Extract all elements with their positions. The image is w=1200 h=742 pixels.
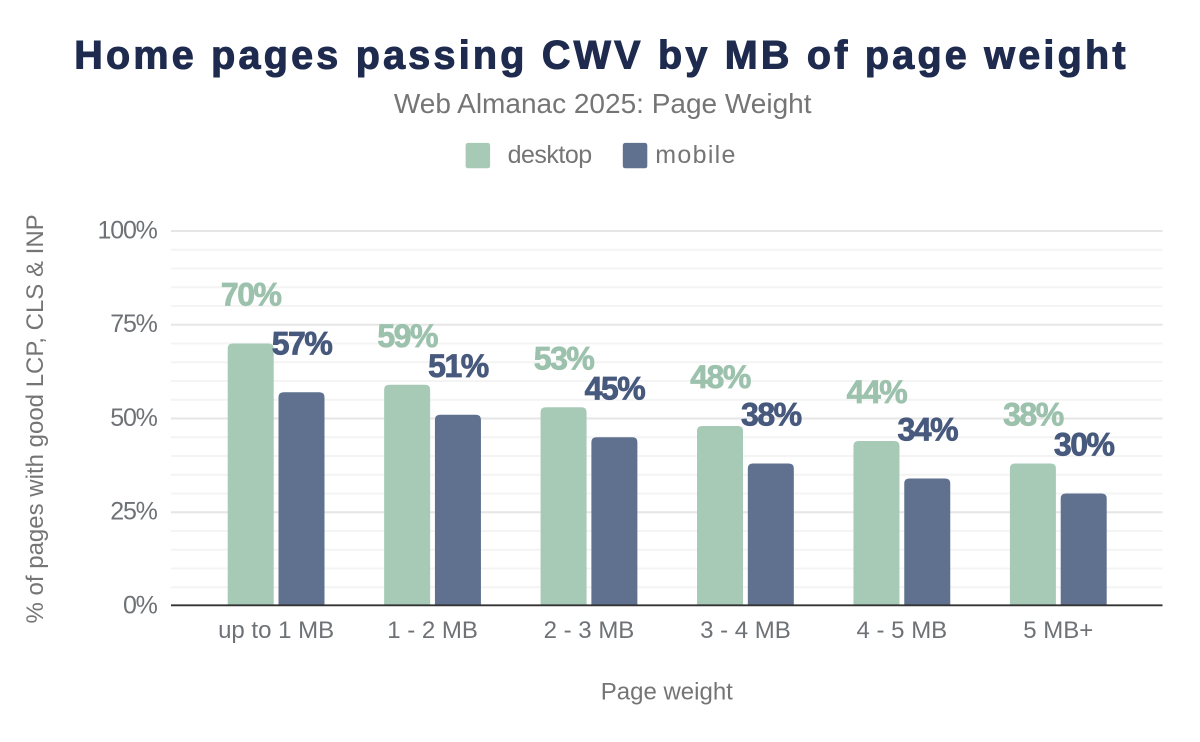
svg-text:48%: 48% bbox=[690, 359, 751, 395]
svg-text:38%: 38% bbox=[1003, 397, 1064, 433]
svg-text:Web Almanac 2025: Page Weight: Web Almanac 2025: Page Weight bbox=[394, 88, 812, 119]
svg-text:51%: 51% bbox=[428, 348, 489, 384]
svg-text:44%: 44% bbox=[847, 374, 908, 410]
svg-text:45%: 45% bbox=[585, 370, 646, 406]
svg-text:34%: 34% bbox=[897, 412, 958, 448]
svg-text:5 MB+: 5 MB+ bbox=[1023, 617, 1093, 644]
svg-text:4 - 5 MB: 4 - 5 MB bbox=[857, 617, 948, 644]
svg-text:1 - 2 MB: 1 - 2 MB bbox=[387, 617, 478, 644]
svg-text:0%: 0% bbox=[123, 591, 158, 619]
svg-text:50%: 50% bbox=[110, 404, 157, 432]
svg-text:Home pages passing CWV by MB o: Home pages passing CWV by MB of page wei… bbox=[74, 33, 1129, 77]
svg-text:3 - 4 MB: 3 - 4 MB bbox=[700, 617, 791, 644]
svg-text:mobile: mobile bbox=[655, 141, 736, 169]
svg-text:30%: 30% bbox=[1054, 427, 1115, 463]
svg-text:75%: 75% bbox=[110, 310, 157, 338]
svg-text:38%: 38% bbox=[741, 397, 802, 433]
svg-text:2 - 3 MB: 2 - 3 MB bbox=[544, 617, 635, 644]
svg-text:53%: 53% bbox=[534, 340, 595, 376]
svg-text:desktop: desktop bbox=[508, 141, 592, 169]
svg-text:70%: 70% bbox=[221, 277, 282, 313]
svg-text:Page weight: Page weight bbox=[601, 678, 733, 705]
svg-text:57%: 57% bbox=[272, 325, 333, 361]
svg-text:100%: 100% bbox=[98, 216, 158, 244]
svg-text:59%: 59% bbox=[377, 318, 438, 354]
svg-text:up to 1 MB: up to 1 MB bbox=[218, 617, 334, 644]
svg-text:% of pages with good LCP, CLS: % of pages with good LCP, CLS & INP bbox=[22, 214, 49, 623]
svg-text:25%: 25% bbox=[110, 498, 157, 526]
